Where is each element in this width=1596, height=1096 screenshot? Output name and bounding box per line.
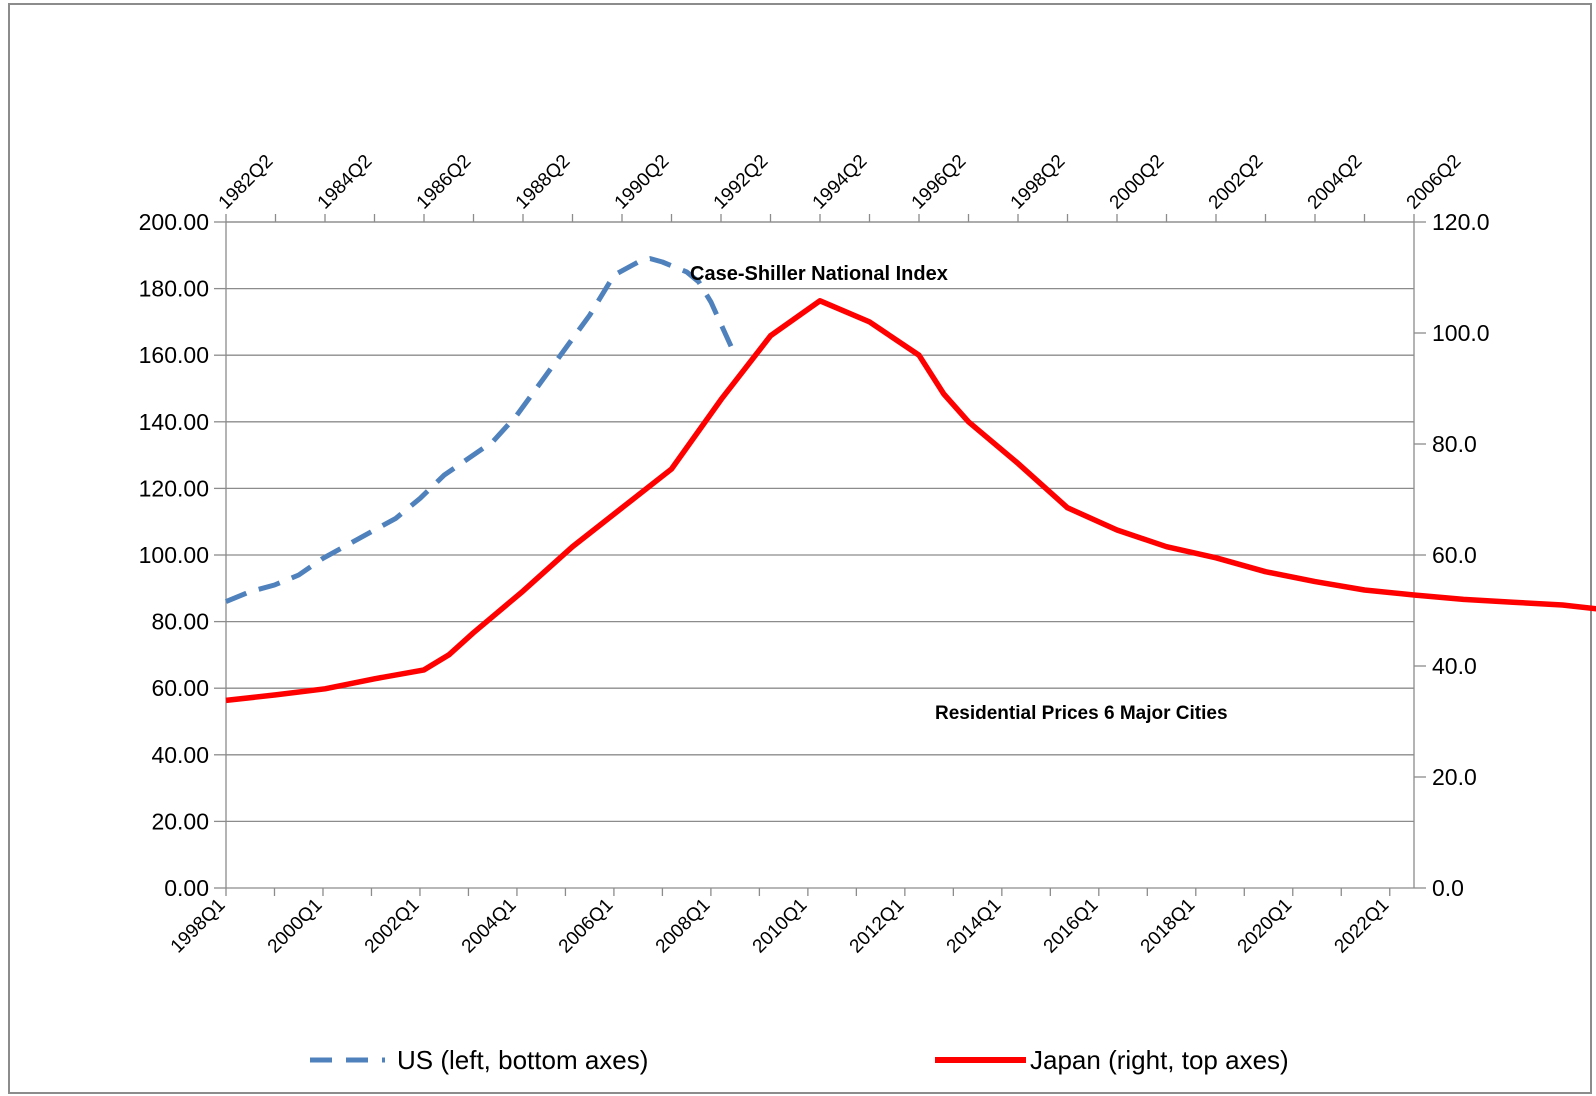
right-tick-label: 0.0 [1432,875,1464,901]
top-tick-label: 1990Q2 [611,151,674,214]
bottom-tick-label: 2022Q1 [1331,895,1394,958]
top-tick-label: 1988Q2 [512,151,575,214]
left-tick-label: 40.00 [151,742,209,768]
bottom-tick-label: 1998Q1 [167,895,230,958]
legend-label-us: US (left, bottom axes) [397,1045,648,1075]
left-tick-label: 60.00 [151,675,209,701]
left-tick-label: 160.00 [139,342,209,368]
annotation-us: Case-Shiller National Index [690,263,948,285]
right-tick-label: 40.0 [1432,653,1477,679]
left-tick-label: 80.00 [151,609,209,635]
series [225,256,1596,704]
bottom-tick-label: 2016Q1 [1040,895,1103,958]
top-tick-label: 1996Q2 [908,151,971,214]
top-tick-label: 1994Q2 [809,151,872,214]
bottom-tick-label: 2004Q1 [458,895,521,958]
bottom-tick-label: 2020Q1 [1234,895,1297,958]
left-tick-label: 0.00 [164,875,209,901]
bottom-tick-label: 2002Q1 [361,895,424,958]
bottom-tick-label: 2006Q1 [555,895,618,958]
top-tick-label: 1986Q2 [413,151,476,214]
bottom-tick-label: 2010Q1 [749,895,812,958]
series-line-us [225,256,738,604]
bottom-tick-label: 2014Q1 [943,895,1006,958]
top-tick-label: 2006Q2 [1403,151,1466,214]
annotation-japan: Residential Prices 6 Major Cities [935,703,1228,724]
right-tick-label: 60.0 [1432,542,1477,568]
left-tick-label: 200.00 [139,209,209,235]
legend: US (left, bottom axes) Japan (right, top… [310,1045,1289,1075]
chart-frame [8,3,1592,1094]
top-tick-label: 1998Q2 [1007,151,1070,214]
top-tick-label: 1992Q2 [710,151,773,214]
right-tick-label: 120.0 [1432,209,1490,235]
right-tick-label: 80.0 [1432,431,1477,457]
top-tick-label: 2004Q2 [1304,151,1367,214]
top-tick-label: 1984Q2 [314,151,377,214]
left-tick-label: 180.00 [139,276,209,302]
series-line-japan [225,298,1596,704]
left-tick-label: 100.00 [139,542,209,568]
bottom-tick-label: 2000Q1 [264,895,327,958]
bottom-tick-label: 2008Q1 [652,895,715,958]
bottom-tick-label: 2018Q1 [1137,895,1200,958]
grid-lines [226,221,1414,889]
right-tick-label: 20.0 [1432,764,1477,790]
left-tick-label: 120.00 [139,475,209,501]
top-tick-label: 2000Q2 [1106,151,1169,214]
top-tick-label: 2002Q2 [1205,151,1268,214]
right-tick-label: 100.0 [1432,320,1490,346]
bottom-tick-label: 2012Q1 [846,895,909,958]
left-tick-label: 20.00 [151,808,209,834]
legend-label-japan: Japan (right, top axes) [1030,1045,1289,1075]
top-tick-label: 1982Q2 [215,151,278,214]
left-tick-label: 140.00 [139,409,209,435]
